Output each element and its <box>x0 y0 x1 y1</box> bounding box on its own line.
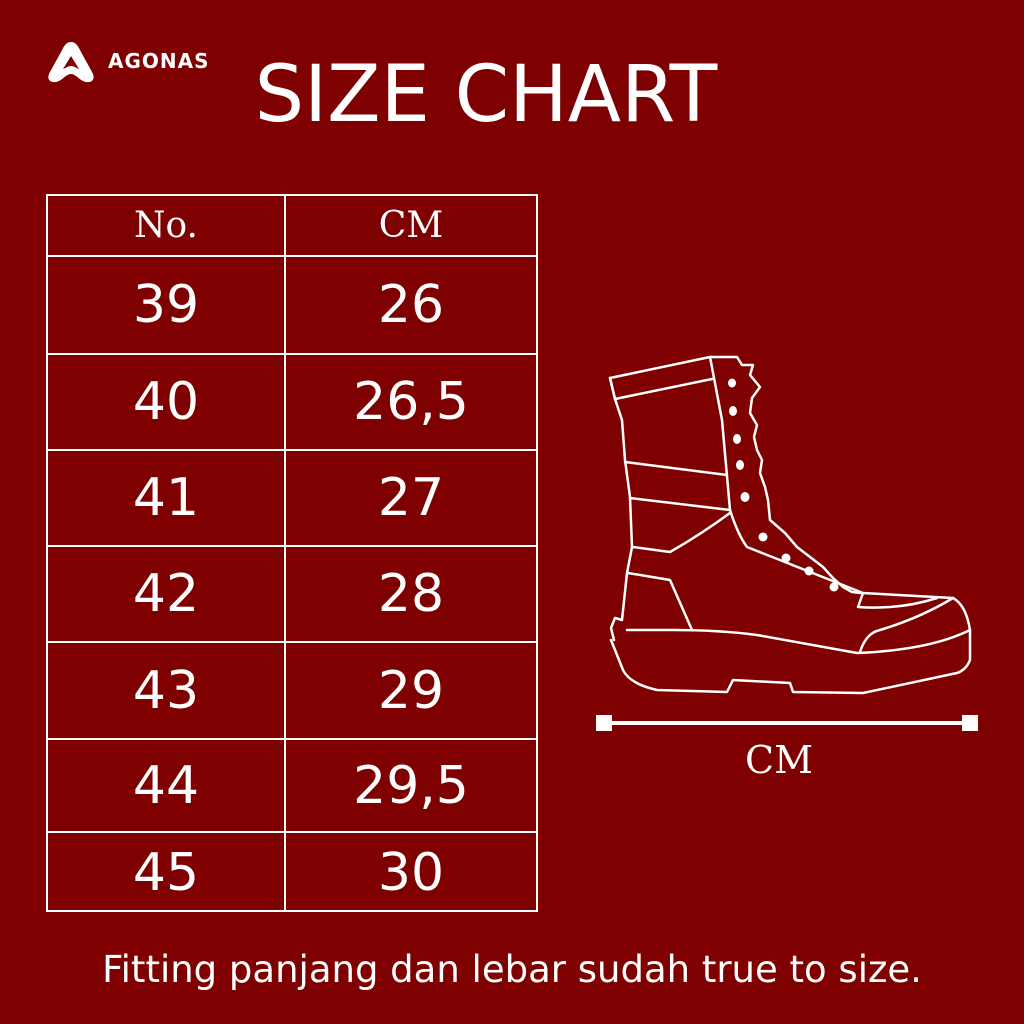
boot-toe-cap <box>858 596 955 654</box>
size-number: 39 <box>48 257 286 353</box>
table-row: 43 29 <box>48 643 536 740</box>
size-number: 41 <box>48 451 286 545</box>
size-cm: 28 <box>377 564 445 624</box>
eyelet <box>729 406 737 416</box>
measure-ruler <box>596 715 978 731</box>
page-title: SIZE CHART <box>254 50 718 140</box>
size-cm: 30 <box>377 842 445 903</box>
boot-collar <box>608 355 714 401</box>
eyelet <box>781 553 791 563</box>
size-cm: 26 <box>377 275 445 335</box>
table-row: 39 26 <box>48 257 536 355</box>
eyelet <box>804 566 814 576</box>
size-cm: 26,5 <box>353 372 469 432</box>
size-number: 40 <box>48 355 286 449</box>
size-number: 43 <box>48 643 286 738</box>
eyelet <box>733 434 741 444</box>
table-row: 44 29,5 <box>48 740 536 833</box>
footer-note: Fitting panjang dan lebar sudah true to … <box>102 948 922 991</box>
boot-tongue <box>609 355 972 695</box>
table-header-row: No. CM <box>48 196 536 257</box>
boot-welt <box>625 628 972 655</box>
brand-name: AGONAS <box>108 49 210 73</box>
measure-label: CM <box>745 738 813 782</box>
boot-strap <box>623 460 732 554</box>
size-cm: 27 <box>377 468 445 528</box>
table-row: 42 28 <box>48 547 536 643</box>
size-cm: 29,5 <box>353 755 469 816</box>
brand-logo: AGONAS <box>42 36 210 86</box>
boot-back <box>608 376 634 642</box>
size-number: 42 <box>48 547 286 641</box>
agonas-logo-icon <box>48 42 94 83</box>
boot-heel-counter <box>626 571 694 632</box>
boot-lacing-edge <box>708 355 862 595</box>
size-cm: 29 <box>377 660 445 721</box>
eyelet <box>740 492 750 502</box>
eyelet <box>728 378 736 388</box>
table-row: 41 27 <box>48 451 536 547</box>
size-table: No. CM 39 26 40 26,5 41 27 42 28 43 29 4… <box>46 194 538 912</box>
eyelet <box>758 532 768 542</box>
header-no: No. <box>48 196 286 255</box>
table-row: 45 30 <box>48 833 536 912</box>
size-number: 44 <box>48 740 286 831</box>
eyelet <box>736 460 744 470</box>
table-row: 40 26,5 <box>48 355 536 451</box>
boot-vamp <box>856 591 939 609</box>
size-number: 45 <box>48 833 286 912</box>
eyelet <box>829 582 839 592</box>
header-cm: CM <box>378 205 444 246</box>
